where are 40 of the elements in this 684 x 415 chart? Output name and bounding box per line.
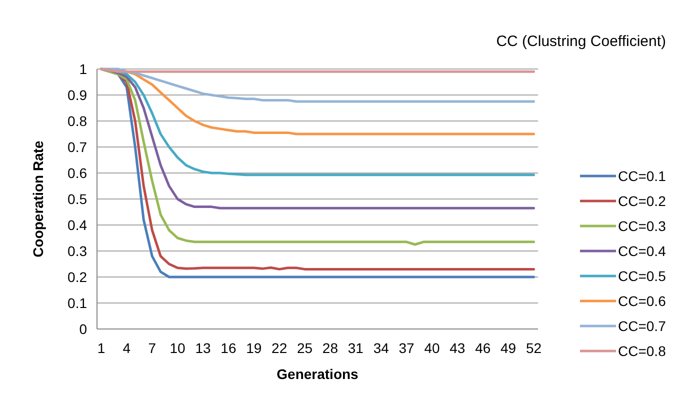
x-tick-label: 46 bbox=[475, 340, 491, 356]
x-tick-label: 16 bbox=[220, 340, 236, 356]
x-tick-label: 40 bbox=[424, 340, 440, 356]
x-tick-label: 19 bbox=[246, 340, 262, 356]
legend-title: CC (Clustring Coefficient) bbox=[496, 33, 666, 50]
legend-label: CC=0.8 bbox=[618, 342, 666, 359]
legend-label: CC=0.4 bbox=[618, 242, 666, 259]
y-axis-title: Cooperation Rate bbox=[30, 140, 46, 258]
x-tick-label: 43 bbox=[450, 340, 466, 356]
y-tick-label: 0 bbox=[79, 320, 88, 337]
x-tick-label: 49 bbox=[500, 340, 516, 356]
y-tick-label: 0.1 bbox=[68, 294, 88, 311]
x-tick-label: 4 bbox=[122, 340, 131, 356]
y-tick-label: 0.9 bbox=[68, 86, 88, 103]
x-tick-label: 34 bbox=[373, 340, 390, 356]
x-axis-title: Generations bbox=[276, 366, 359, 382]
x-tick-label: 37 bbox=[398, 340, 415, 356]
legend-label: CC=0.5 bbox=[618, 268, 666, 284]
y-tick-label: 0.4 bbox=[68, 216, 88, 233]
x-tick-label: 25 bbox=[296, 340, 313, 356]
legend-label: CC=0.1 bbox=[618, 168, 666, 184]
y-tick-label: 0.7 bbox=[68, 138, 88, 155]
legend-label: CC=0.3 bbox=[618, 218, 666, 234]
y-tick-label: 0.8 bbox=[68, 112, 88, 129]
legend-label: CC=0.7 bbox=[618, 318, 666, 334]
x-tick-label: 22 bbox=[272, 340, 288, 356]
y-tick-label: 0.3 bbox=[68, 242, 88, 259]
x-tick-label: 52 bbox=[526, 340, 542, 356]
x-tick-label: 13 bbox=[195, 340, 212, 356]
y-tick-label: 0.2 bbox=[68, 268, 88, 285]
y-tick-label: 1 bbox=[79, 60, 88, 77]
legend-label: CC=0.2 bbox=[618, 192, 666, 209]
x-tick-label: 1 bbox=[97, 340, 106, 356]
x-tick-label: 7 bbox=[148, 340, 156, 356]
x-tick-label: 28 bbox=[322, 340, 338, 356]
x-tick-label: 31 bbox=[348, 340, 364, 356]
legend-label: CC=0.6 bbox=[618, 292, 666, 309]
y-tick-label: 0.5 bbox=[68, 190, 88, 207]
x-tick-label: 10 bbox=[170, 340, 186, 356]
y-tick-label: 0.6 bbox=[68, 164, 88, 181]
